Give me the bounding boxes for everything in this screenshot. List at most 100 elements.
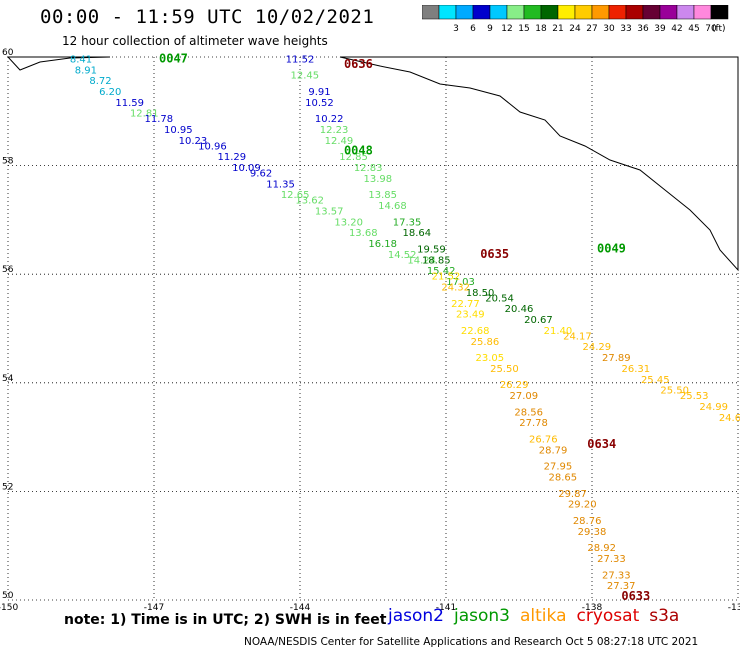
wave-height-label: 8.41 xyxy=(70,54,92,65)
wave-height-label: 26.29 xyxy=(500,380,529,391)
wave-height-label: 25.86 xyxy=(471,337,500,348)
scale-tick-label: 6 xyxy=(470,24,476,34)
wave-height-label: 8.91 xyxy=(75,65,97,76)
scale-tick-label: 27 xyxy=(586,24,597,34)
wave-height-label: 9.62 xyxy=(250,168,272,179)
x-tick-label: -141 xyxy=(436,603,456,610)
wave-height-label: 13.20 xyxy=(334,217,363,228)
wave-height-label: 28.56 xyxy=(514,407,543,418)
wave-height-label: 10.96 xyxy=(198,141,227,152)
legend-item-jason2: jason2 xyxy=(388,606,444,626)
wave-height-label: 29.20 xyxy=(568,500,597,511)
wave-height-label: 27.33 xyxy=(597,554,626,565)
wave-height-label: 20.67 xyxy=(524,315,553,326)
scale-tick-label: 3 xyxy=(453,24,459,34)
x-tick-label: -135 xyxy=(728,603,740,610)
wave-height-label: 21.40 xyxy=(544,326,573,337)
wave-height-label: 25.50 xyxy=(490,364,519,375)
wave-height-label: 13.85 xyxy=(368,190,397,201)
satellite-legend: jason2 jason3 altika cryosat s3a xyxy=(388,606,689,626)
scale-tick-label: 70 xyxy=(705,24,717,34)
wave-height-label: 11.29 xyxy=(218,152,247,163)
wave-height-label: 28.79 xyxy=(539,445,568,456)
wave-height-label: 11.52 xyxy=(286,54,315,65)
scale-tick-label: 9 xyxy=(487,24,493,34)
wave-height-label: 24.29 xyxy=(583,342,612,353)
wave-height-label: 10.22 xyxy=(315,114,344,125)
pass-time-label: 0048 xyxy=(344,144,373,158)
wave-height-label: 16.18 xyxy=(368,239,397,250)
wave-height-label: 12.81 xyxy=(130,109,159,120)
credit-line: NOAA/NESDIS Center for Satellite Applica… xyxy=(244,636,699,648)
wave-height-label: 13.98 xyxy=(364,174,393,185)
wave-height-label: 15.42 xyxy=(427,266,456,277)
legend-item-s3a: s3a xyxy=(649,606,680,626)
wave-height-label: 12.45 xyxy=(291,71,320,82)
scale-tick-label: 15 xyxy=(518,24,529,34)
wave-height-label: 22.77 xyxy=(451,299,480,310)
wave-height-label: 26.76 xyxy=(529,435,558,446)
x-tick-label: -144 xyxy=(290,603,311,610)
page-title: 00:00 - 11:59 UTC 10/02/2021 xyxy=(40,6,375,28)
wave-height-label: 27.09 xyxy=(510,391,539,402)
wave-height-map: -150 -147 -144 -141 -138 -135 60 58 56 54 52 50 8.41… xyxy=(0,48,740,610)
scale-tick-label: 30 xyxy=(603,24,615,34)
wave-height-label: 27.33 xyxy=(602,570,631,581)
wave-height-label: 27.37 xyxy=(607,581,636,592)
wave-height-label: 23.05 xyxy=(475,353,504,364)
wave-height-label: 24.17 xyxy=(563,331,592,342)
wave-height-label: 12.49 xyxy=(325,136,354,147)
x-tick-label: -138 xyxy=(582,603,603,610)
wave-height-label: 29.87 xyxy=(558,489,587,500)
wave-height-label: 9.91 xyxy=(308,87,330,98)
wave-height-label: 6.20 xyxy=(99,87,121,98)
wave-height-label: 10.95 xyxy=(164,125,193,136)
y-tick-label: 52 xyxy=(2,482,13,492)
wave-height-label: 13.57 xyxy=(315,206,344,217)
wave-height-label: 20.46 xyxy=(505,304,534,315)
y-tick-label: 50 xyxy=(2,591,14,601)
pass-time-label: 0634 xyxy=(587,437,616,451)
wave-height-label: 26.31 xyxy=(621,364,650,375)
scale-tick-label: 18 xyxy=(535,24,547,34)
y-tick-label: 60 xyxy=(2,48,14,58)
footer-note: note: 1) Time is in UTC; 2) SWH is in fe… xyxy=(64,612,387,628)
wave-height-label: 27.95 xyxy=(544,462,573,473)
x-tick-label: -147 xyxy=(144,603,164,610)
wave-height-label: 25.45 xyxy=(641,375,670,386)
wave-height-label: 17.03 xyxy=(446,277,475,288)
wave-height-label: 23.49 xyxy=(456,310,485,321)
wave-height-label: 11.78 xyxy=(145,114,174,125)
wave-height-label: 8.72 xyxy=(89,76,111,87)
wave-height-label: 21.52 xyxy=(432,272,461,283)
wave-height-label: 14.24 xyxy=(407,255,436,266)
scale-tick-label: 42 xyxy=(671,24,682,34)
wave-height-label: 11.35 xyxy=(266,179,295,190)
scale-unit: (ft) xyxy=(712,24,726,34)
legend-item-jason3: jason3 xyxy=(454,606,510,626)
scale-tick-label: 24 xyxy=(569,24,581,34)
wave-height-label: 28.76 xyxy=(573,516,602,527)
wave-height-label: 13.62 xyxy=(295,196,324,207)
wave-height-label: 14.68 xyxy=(378,201,407,212)
legend-item-altika: altika xyxy=(520,606,567,626)
legend-item-cryosat: cryosat xyxy=(576,606,640,626)
wave-height-label: 10.52 xyxy=(305,98,334,109)
wave-height-label: 18.64 xyxy=(402,228,431,239)
wave-height-label: 12.85 xyxy=(339,152,368,163)
wave-height-label: 25.50 xyxy=(660,386,689,397)
wave-height-label: 20.54 xyxy=(485,293,514,304)
wave-height-label: 14.52 xyxy=(388,250,417,261)
wave-height-label: 12.23 xyxy=(320,125,349,136)
wave-height-label: 17.35 xyxy=(393,217,422,228)
wave-height-label: 28.92 xyxy=(587,543,616,554)
y-tick-label: 54 xyxy=(2,374,14,384)
color-scale-bar: 3 6 9 12 15 18 21 24 27 30 33 36 39 42 45 70(ft) xyxy=(422,5,729,34)
scale-tick-label: 45 xyxy=(688,24,699,34)
scale-tick-label: 39 xyxy=(654,24,666,34)
scale-tick-label: 33 xyxy=(620,24,631,34)
wave-height-label: 24.65 xyxy=(719,413,740,424)
wave-height-label: 28.65 xyxy=(548,473,577,484)
wave-height-label: 18.85 xyxy=(422,255,451,266)
wave-height-label: 12.83 xyxy=(354,163,383,174)
